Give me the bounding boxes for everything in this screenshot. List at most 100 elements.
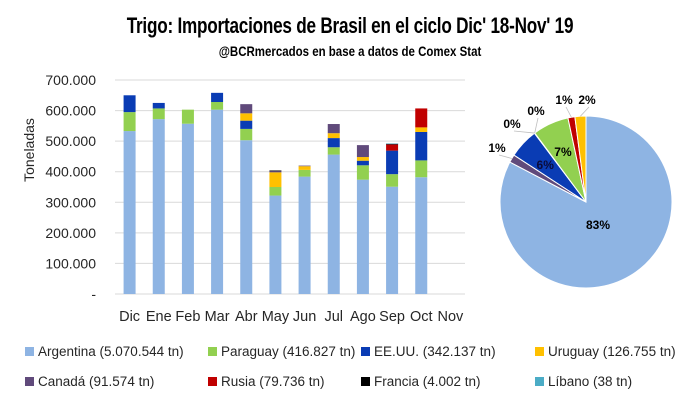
bar-segment-canad — [327, 124, 340, 134]
bar-segment-argentina — [181, 123, 194, 295]
legend-swatch — [208, 347, 217, 356]
bar-segment-uruguay — [327, 133, 340, 139]
x-tick-label: Sep — [379, 309, 405, 325]
legend-label: Rusia (79.736 tn) — [221, 374, 325, 389]
pie-label-canad: 1% — [488, 141, 506, 155]
bar-segment-uruguay — [240, 113, 253, 121]
pie-leader-line — [498, 154, 512, 159]
legend-item: Francia (4.002 tn) — [361, 374, 481, 389]
pie-label-argentina: 83% — [586, 218, 610, 232]
bar-segment-canad — [356, 145, 369, 158]
bar-segment-eeuu — [415, 131, 428, 161]
legend-item: Líbano (38 tn) — [535, 374, 632, 389]
bar-segment-paraguay — [123, 112, 136, 132]
pie-leader-line — [580, 106, 590, 117]
y-tick-label: 500.000 — [45, 133, 96, 149]
x-tick-label: Oct — [410, 309, 433, 325]
x-tick-label: Dic — [119, 309, 140, 325]
legend-swatch — [361, 347, 370, 356]
y-tick-label: 700.000 — [45, 72, 96, 88]
bar-segment-argentina — [298, 176, 311, 294]
bar-y-tick-labels: - 100.000 200.000 300.000 400.000 500.000 600.… — [45, 72, 96, 302]
legend-swatch — [361, 377, 370, 386]
bar-segment-eeuu — [240, 120, 253, 129]
x-tick-label: Jul — [324, 309, 343, 325]
pie-leader-line — [513, 130, 535, 134]
bar-segment-argentina — [152, 119, 165, 294]
bar-segment-uruguay — [269, 172, 282, 187]
x-tick-label: Ene — [146, 309, 172, 325]
legend-label: Argentina (5.070.544 tn) — [38, 344, 184, 359]
bar-segment-eeuu — [327, 138, 340, 148]
bar-segment-eeuu — [152, 102, 165, 109]
bar-segment-paraguay — [211, 102, 224, 110]
x-tick-label: Ago — [350, 309, 376, 325]
legend-label: Paraguay (416.827 tn) — [221, 344, 356, 359]
bar-segment-paraguay — [181, 109, 194, 124]
x-tick-label: Mar — [205, 309, 230, 325]
pie-label-francia: 0% — [503, 117, 521, 131]
pie-label-lbano: 0% — [527, 104, 545, 118]
bar-segment-argentina — [356, 179, 369, 294]
pie-leader-line — [534, 117, 539, 134]
legend: Argentina (5.070.544 tn) Paraguay (416.82… — [0, 344, 700, 404]
pie-chart — [499, 115, 673, 289]
legend-label: Líbano (38 tn) — [548, 374, 633, 389]
pie-label-rusia: 1% — [555, 93, 573, 107]
y-tick-label: 400.000 — [45, 164, 96, 180]
bar-x-tick-labels: Dic Ene Feb Mar Abr May Jun Jul Ago Sep Oct Nov — [119, 309, 464, 325]
bar-gridlines — [115, 79, 465, 295]
bar-segment-uruguay — [415, 127, 428, 132]
chart-subtitle: @BCRmercados en base a datos de Comex St… — [218, 43, 482, 59]
legend-item: EE.UU. (342.137 tn) — [361, 344, 496, 359]
y-tick-label: 200.000 — [45, 225, 96, 241]
bar-segment-argentina — [123, 131, 136, 294]
bar-segment-paraguay — [415, 160, 428, 178]
legend-item: Canadá (91.574 tn) — [25, 374, 154, 389]
bar-segment-paraguay — [269, 187, 282, 196]
y-tick-label: - — [91, 286, 96, 302]
bar-segment-paraguay — [240, 128, 253, 141]
bar-segment-paraguay — [327, 147, 340, 155]
bar-segment-canad — [298, 165, 311, 167]
bar-segment-eeuu — [356, 160, 369, 166]
bar-segment-rusia — [386, 144, 399, 151]
x-tick-label: Feb — [175, 309, 200, 325]
stacked-bars — [123, 92, 428, 295]
bar-segment-lbano — [386, 143, 399, 145]
legend-swatch — [25, 347, 34, 356]
bar-segment-argentina — [211, 109, 224, 294]
legend-swatch — [208, 377, 217, 386]
legend-label: Canadá (91.574 tn) — [38, 374, 155, 389]
x-tick-label: Jun — [293, 309, 316, 325]
x-tick-label: Nov — [438, 309, 465, 325]
bar-segment-uruguay — [356, 157, 369, 161]
bar-segment-argentina — [269, 195, 282, 294]
bar-segment-eeuu — [211, 92, 224, 103]
legend-swatch — [535, 377, 544, 386]
pie-label-uruguay: 2% — [578, 93, 596, 107]
bar-segment-eeuu — [123, 95, 136, 113]
pie-leader-line — [565, 106, 572, 118]
bar-segment-rusia — [415, 108, 428, 128]
pie-label-paraguay: 7% — [554, 145, 572, 159]
legend-label: Francia (4.002 tn) — [374, 374, 481, 389]
legend-item: Uruguay (126.755 tn) — [535, 344, 676, 359]
chart-title: Trigo: Importaciones de Brasil en el cic… — [126, 13, 574, 38]
pie-labels: 83% 1% 6% 0% 0% 7% 1% 2% — [488, 93, 610, 232]
legend-swatch — [535, 347, 544, 356]
x-tick-label: Abr — [235, 309, 258, 325]
legend-label: Uruguay (126.755 tn) — [548, 344, 676, 359]
bar-segment-eeuu — [386, 150, 399, 175]
bar-segment-canad — [269, 170, 282, 173]
x-tick-label: May — [262, 309, 290, 325]
y-tick-label: 600.000 — [45, 103, 96, 119]
bar-segment-paraguay — [152, 108, 165, 120]
bar-segment-paraguay — [356, 165, 369, 180]
pie-label-eeuu: 6% — [537, 158, 555, 172]
bar-segment-canad — [240, 104, 253, 114]
y-tick-label: 300.000 — [45, 194, 96, 210]
bar-segment-paraguay — [298, 169, 311, 177]
bar-segment-argentina — [415, 177, 428, 294]
